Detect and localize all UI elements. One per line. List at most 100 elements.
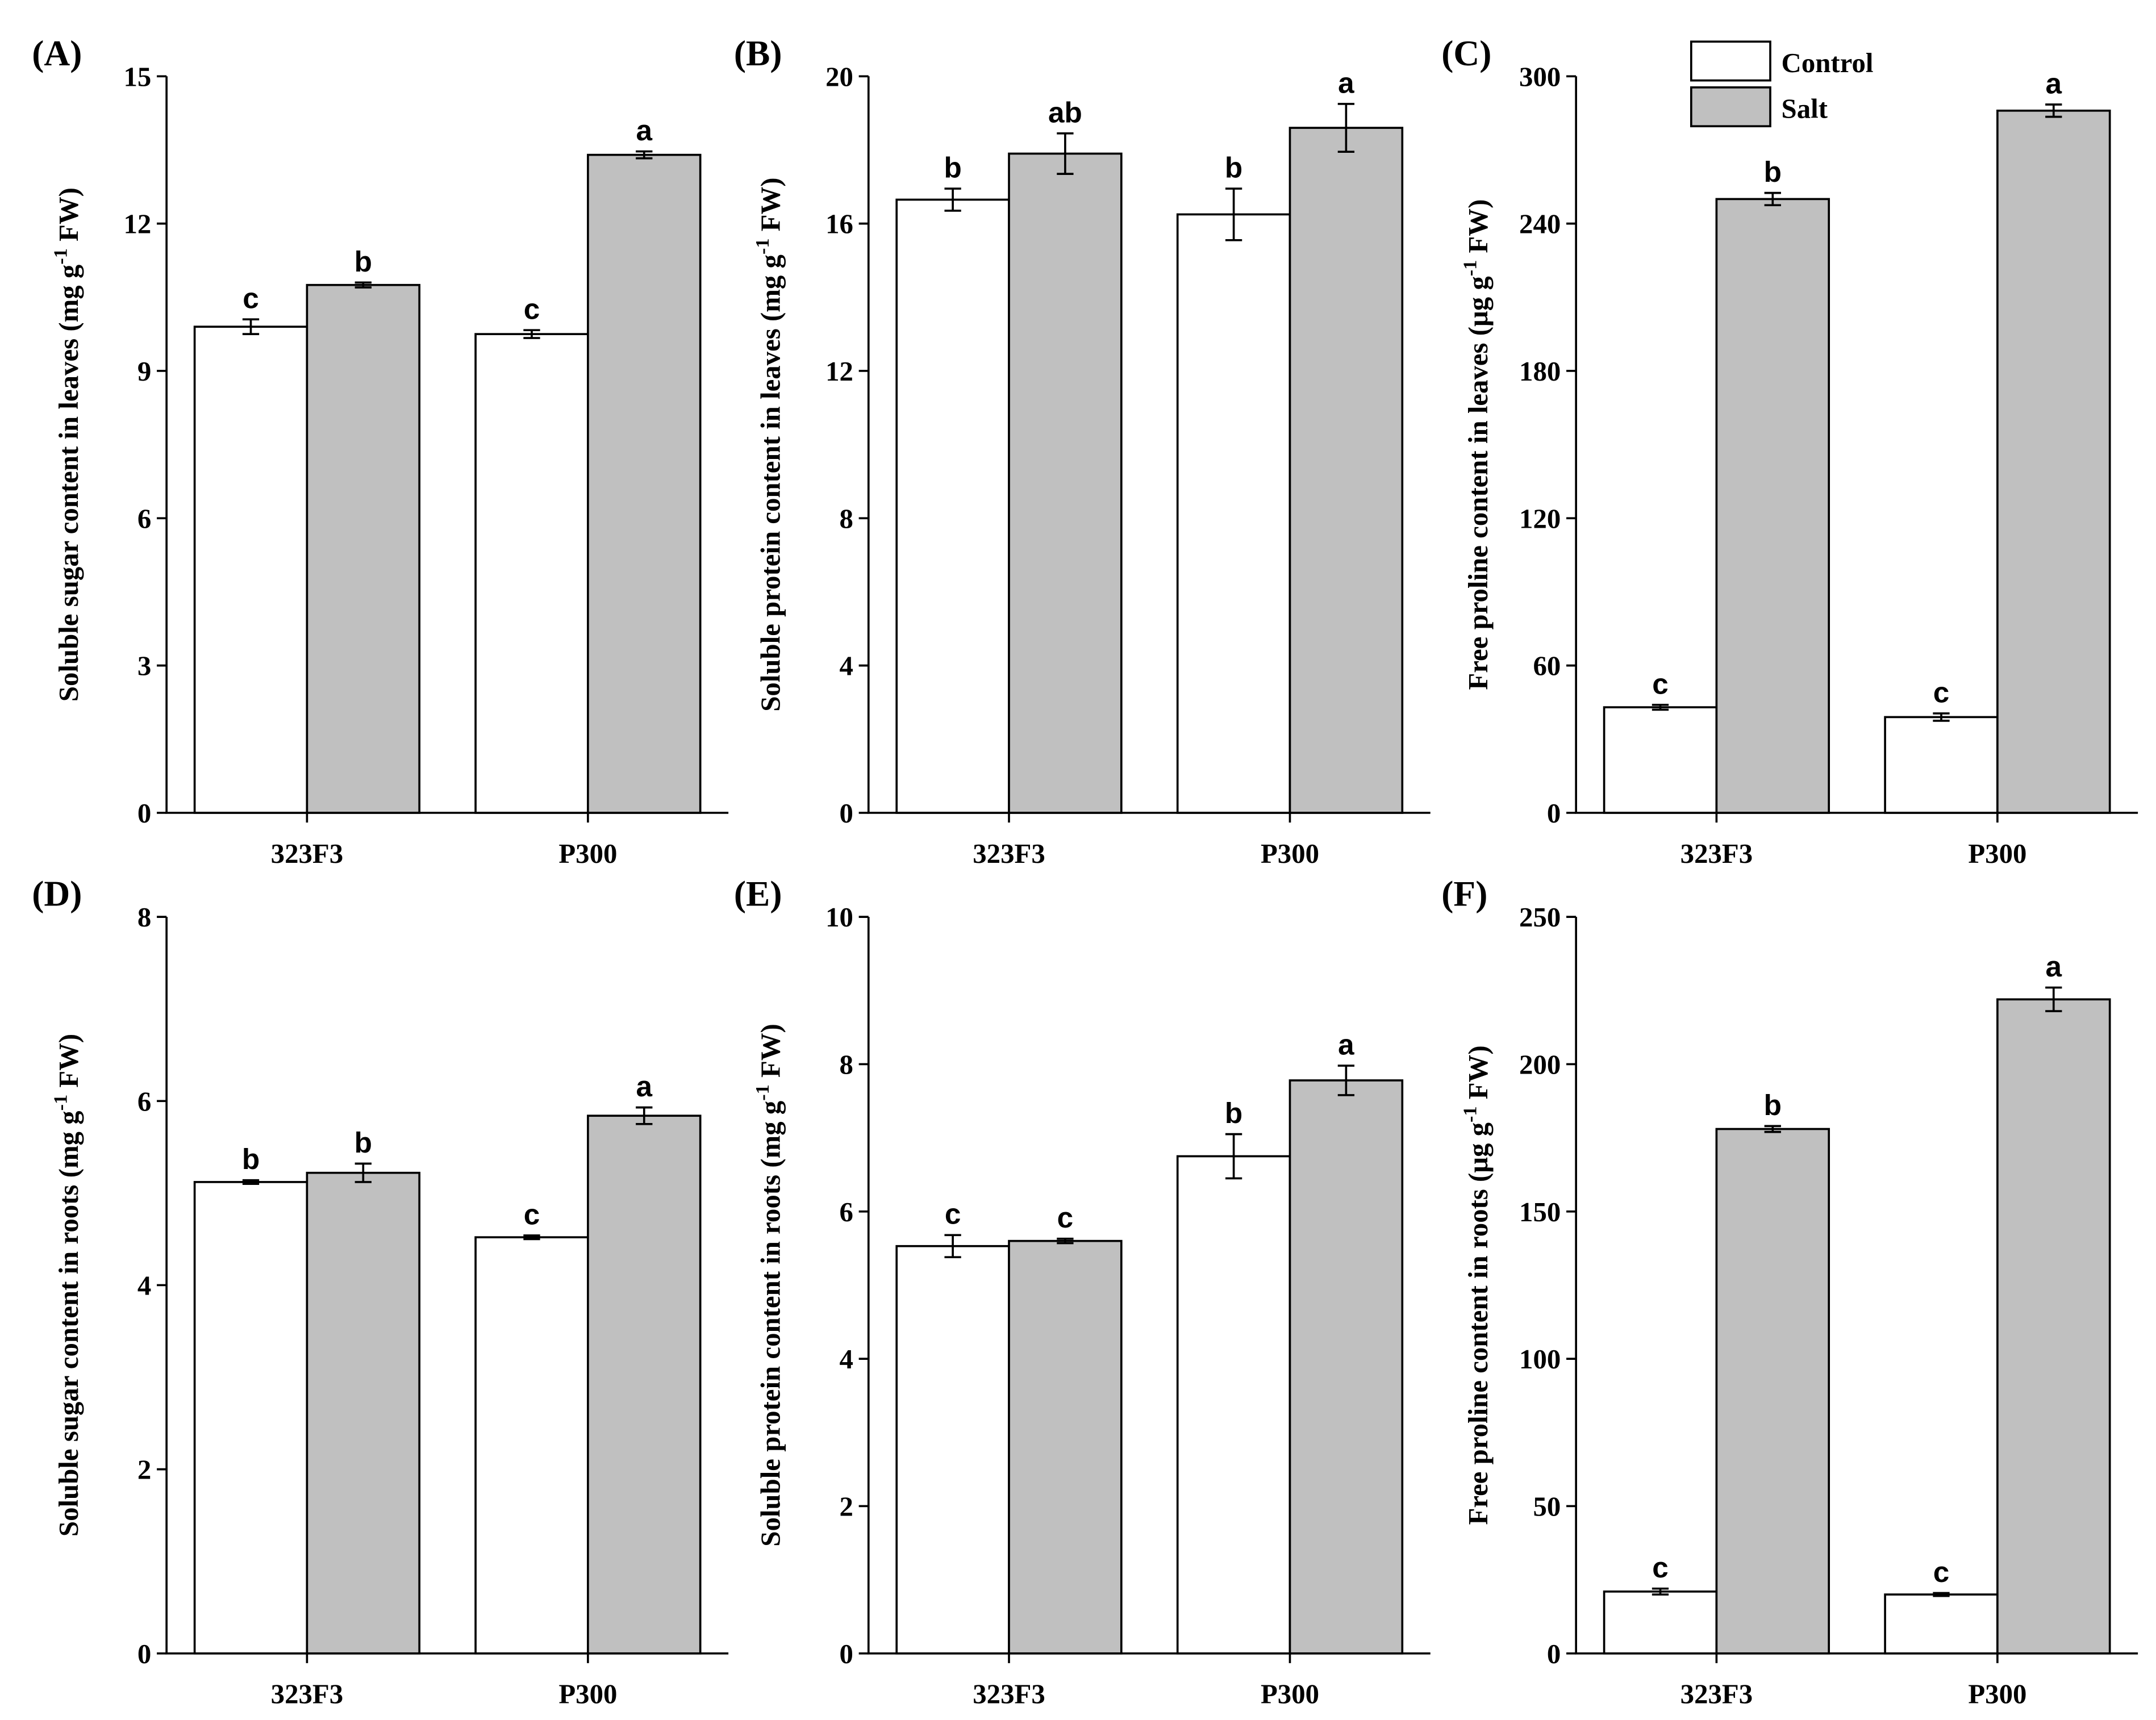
bar — [1884, 1593, 1999, 1655]
y-axis-label-part: FW) — [754, 177, 786, 238]
significance-letter: c — [1933, 676, 1950, 708]
panel-label: (F) — [1441, 874, 1487, 914]
y-axis-label-part: Soluble protein content in leaves (mg g — [754, 254, 786, 712]
bar — [895, 1245, 1010, 1655]
y-tick-label: 4 — [137, 1270, 151, 1301]
y-tick-label: 9 — [137, 356, 151, 387]
y-tick-label: 6 — [137, 1086, 151, 1117]
y-axis-label-part: -1 — [50, 1095, 71, 1111]
y-axis-label-part: FW) — [754, 1024, 786, 1084]
significance-letter: b — [1764, 1089, 1782, 1121]
y-tick-label: 16 — [825, 208, 853, 240]
significance-letter: b — [1225, 152, 1242, 184]
y-axis-label-part: Soluble sugar content in leaves (mg g — [53, 265, 84, 702]
x-tick-label: P300 — [1261, 1679, 1319, 1710]
y-tick-label: 2 — [137, 1454, 151, 1485]
error-bar — [1225, 1133, 1242, 1180]
y-tick-label: 10 — [825, 901, 853, 933]
bar — [1176, 213, 1291, 814]
y-tick-label: 3 — [137, 650, 151, 682]
x-tick-label: P300 — [558, 838, 617, 869]
axes — [1575, 76, 2138, 814]
y-tick-label: 0 — [137, 1638, 151, 1669]
y-axis-label-part: FW) — [1462, 1045, 1494, 1106]
y-axis-label-part: -1 — [752, 1084, 773, 1100]
significance-letter: a — [1338, 1029, 1354, 1061]
y-tick-label: 6 — [137, 503, 151, 534]
y-tick-label: 50 — [1533, 1491, 1561, 1522]
y-tick-label: 4 — [839, 1343, 853, 1375]
y-tick-label: 0 — [1547, 1638, 1561, 1669]
y-tick-label: 150 — [1519, 1196, 1561, 1228]
y-tick-label: 180 — [1519, 356, 1561, 387]
y-axis-label-part: Soluble protein content in roots (mg g — [754, 1101, 786, 1547]
error-bar — [2045, 103, 2062, 118]
y-tick-label: 12 — [123, 208, 151, 240]
significance-letter: a — [2046, 67, 2062, 99]
significance-letter: c — [1057, 1201, 1074, 1234]
error-bar — [1933, 1592, 1950, 1597]
y-axis-label-part: -1 — [752, 239, 773, 254]
y-tick-label: 0 — [137, 798, 151, 829]
y-axis-label-part: Free proline content in leaves (μg g — [1462, 276, 1494, 690]
significance-letter: a — [2046, 950, 2062, 983]
significance-letter: b — [1764, 156, 1782, 188]
bar — [587, 153, 702, 814]
y-axis-label: Soluble sugar content in leaves (mg g-1 … — [50, 187, 84, 702]
significance-letter: b — [1225, 1097, 1242, 1129]
panel-label: (C) — [1441, 33, 1491, 73]
bar — [1884, 716, 1999, 814]
bar — [474, 1236, 589, 1655]
significance-letter: ab — [1048, 96, 1082, 128]
significance-letter: c — [1933, 1556, 1950, 1588]
significance-letter: b — [355, 1126, 372, 1159]
significance-letter: a — [1338, 66, 1354, 99]
error-bar — [1057, 1237, 1074, 1245]
y-axis-label: Soluble sugar content in roots (mg g-1 F… — [50, 1034, 84, 1537]
x-tick-label: P300 — [1968, 838, 2026, 869]
significance-letter: b — [944, 152, 961, 184]
bar — [1288, 127, 1404, 814]
y-tick-label: 8 — [839, 503, 853, 534]
y-axis-label-part: -1 — [50, 248, 71, 264]
error-bar — [355, 281, 372, 289]
significance-letter: c — [1652, 1551, 1669, 1584]
y-tick-label: 4 — [839, 650, 853, 682]
legend-label: Control — [1782, 47, 1874, 78]
y-tick-label: 0 — [839, 798, 853, 829]
error-bar — [242, 318, 260, 335]
bar — [1008, 152, 1123, 814]
bar — [895, 198, 1010, 814]
y-tick-label: 0 — [839, 1638, 853, 1669]
x-tick-label: 323F3 — [973, 838, 1045, 869]
significance-letter: a — [636, 1070, 653, 1103]
y-axis-label-part: FW) — [53, 1034, 84, 1095]
legend-label: Salt — [1782, 93, 1828, 124]
bar — [306, 283, 421, 814]
panel-label: (B) — [734, 33, 782, 73]
error-bar — [1057, 132, 1074, 175]
bar — [193, 1181, 308, 1655]
error-bar — [636, 1106, 653, 1125]
error-bar — [242, 1179, 260, 1185]
bar — [1715, 1128, 1830, 1655]
y-tick-label: 240 — [1519, 208, 1561, 240]
bar — [587, 1114, 702, 1655]
error-bar — [1337, 1064, 1355, 1096]
x-tick-label: 323F3 — [271, 1679, 343, 1710]
bar — [1176, 1155, 1291, 1655]
y-axis-label-part: Soluble sugar content in roots (mg g — [53, 1111, 84, 1537]
y-axis-label-part: FW) — [53, 187, 84, 248]
bar — [193, 325, 308, 814]
y-tick-label: 100 — [1519, 1343, 1561, 1375]
error-bar — [1764, 1125, 1781, 1133]
y-tick-label: 60 — [1533, 650, 1561, 682]
y-tick-label: 20 — [825, 61, 853, 92]
x-tick-label: 323F3 — [271, 838, 343, 869]
significance-letter: c — [524, 293, 540, 325]
error-bar — [1764, 191, 1781, 207]
y-axis-label: Free proline content in roots (μg g-1 FW… — [1459, 1045, 1494, 1525]
error-bar — [1652, 1587, 1669, 1596]
